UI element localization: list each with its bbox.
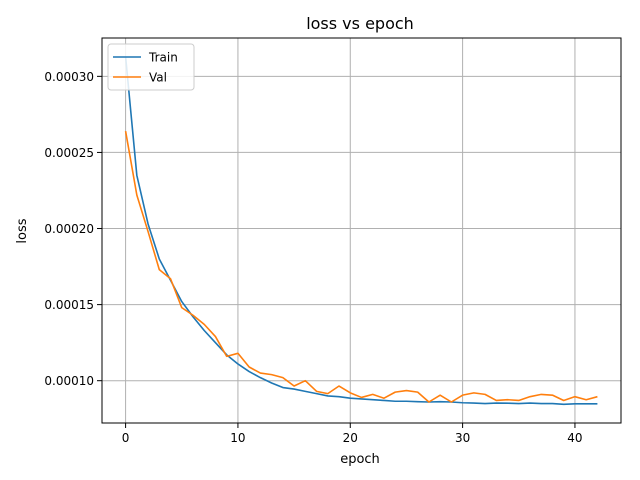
series-lines — [124, 56, 598, 406]
y-axis-ticks: 0.00010 0.00015 0.00020 0.00025 0.00030 — [44, 70, 102, 388]
y-tick-label: 0.00010 — [44, 374, 94, 388]
series-line-val — [124, 130, 598, 403]
legend-label-train: Train — [148, 51, 178, 65]
x-tick-label: 40 — [567, 431, 582, 445]
y-tick-label: 0.00015 — [44, 298, 94, 312]
legend-box — [107, 43, 195, 91]
grid-lines — [102, 38, 621, 423]
x-tick-label: 30 — [455, 431, 470, 445]
series-line-train — [124, 56, 598, 406]
y-axis-label: loss — [15, 218, 30, 243]
y-tick-label: 0.00025 — [44, 146, 94, 160]
legend: Train Val — [107, 43, 195, 91]
x-tick-label: 10 — [230, 431, 245, 445]
chart-title: loss vs epoch — [306, 14, 414, 33]
legend-label-val: Val — [149, 71, 167, 85]
x-tick-label: 20 — [343, 431, 358, 445]
x-tick-label: 0 — [122, 431, 130, 445]
x-axis-label: epoch — [340, 452, 380, 467]
x-axis-ticks: 0 10 20 30 40 — [122, 423, 583, 445]
y-tick-label: 0.00020 — [44, 222, 94, 236]
y-tick-label: 0.00030 — [44, 70, 94, 84]
axes-frame — [101, 37, 622, 424]
